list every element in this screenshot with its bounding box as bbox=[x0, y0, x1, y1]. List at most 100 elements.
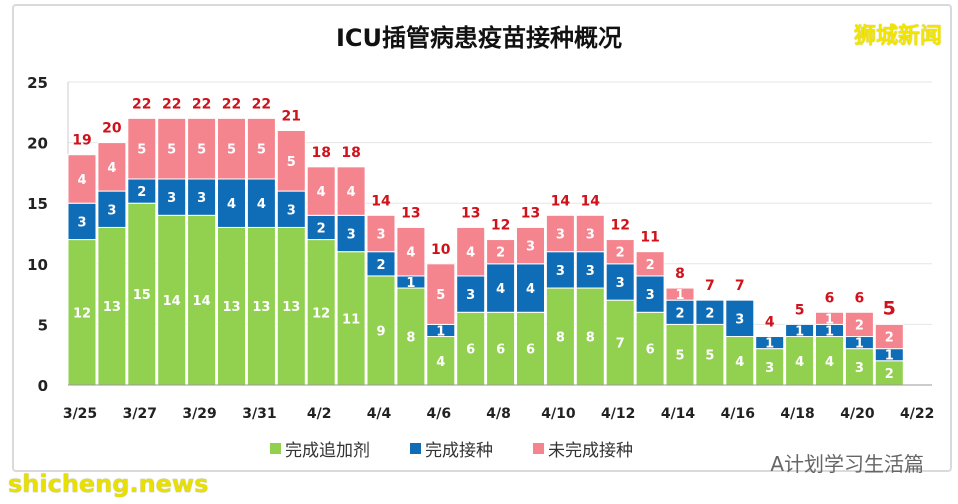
bar-segment bbox=[426, 263, 456, 325]
bar-segment bbox=[815, 311, 844, 325]
bar-segment bbox=[575, 287, 605, 386]
bar-segment bbox=[187, 214, 217, 386]
total-label: 7 bbox=[705, 278, 715, 294]
total-label: 19 bbox=[72, 133, 91, 149]
total-label: 22 bbox=[192, 96, 211, 112]
bar-segment bbox=[157, 178, 187, 216]
bar-value-label: 3 bbox=[77, 215, 86, 230]
legend-item: 完成追加剂 bbox=[270, 436, 370, 461]
bar-value-label: 1 bbox=[855, 337, 864, 352]
x-tick-label: 4/4 bbox=[367, 406, 392, 422]
bar-segment bbox=[665, 299, 695, 325]
x-tick-label: 4/2 bbox=[307, 406, 332, 422]
bar-value-label: 4 bbox=[227, 197, 236, 212]
bar-value-label: 3 bbox=[526, 240, 535, 255]
total-label: 6 bbox=[825, 290, 835, 306]
bar-segment bbox=[97, 142, 127, 192]
bar-segment bbox=[217, 226, 246, 386]
bar-segment bbox=[874, 323, 904, 350]
bar-segment bbox=[545, 214, 575, 253]
bar-segment bbox=[366, 251, 396, 277]
total-label: 5 bbox=[883, 297, 896, 319]
bar-value-label: 5 bbox=[675, 349, 684, 364]
bar-value-label: 8 bbox=[556, 331, 565, 346]
bar-segment bbox=[605, 299, 635, 386]
bar-segment bbox=[127, 202, 157, 386]
bar-value-label: 5 bbox=[197, 143, 206, 158]
bar-value-label: 1 bbox=[765, 337, 774, 352]
bar-value-label: 13 bbox=[282, 300, 300, 315]
x-tick-label: 4/12 bbox=[601, 406, 635, 422]
legend-swatch bbox=[533, 443, 544, 454]
bar-segment bbox=[605, 263, 635, 301]
bar-segment bbox=[276, 226, 306, 386]
bar-value-label: 4 bbox=[107, 161, 116, 176]
bar-segment bbox=[545, 287, 575, 386]
total-label: 14 bbox=[551, 193, 571, 209]
bar-value-label: 1 bbox=[436, 324, 445, 339]
bar-value-label: 6 bbox=[526, 343, 535, 358]
total-label: 13 bbox=[521, 205, 540, 221]
x-tick-label: 4/6 bbox=[426, 406, 451, 422]
site-watermark: shicheng.news bbox=[8, 470, 209, 498]
bar-value-label: 13 bbox=[103, 300, 121, 315]
x-tick-label: 3/25 bbox=[63, 406, 97, 422]
bar-value-label: 14 bbox=[163, 294, 181, 309]
total-label: 11 bbox=[640, 230, 659, 246]
bar-value-label: 5 bbox=[436, 288, 445, 303]
bar-value-label: 1 bbox=[825, 324, 834, 339]
x-tick-label: 4/16 bbox=[721, 406, 755, 422]
bar-segment bbox=[635, 251, 665, 277]
bar-value-label: 14 bbox=[193, 294, 211, 309]
bar-value-label: 4 bbox=[526, 282, 535, 297]
bar-value-label: 3 bbox=[855, 361, 864, 376]
logo-watermark: 狮城新闻 bbox=[853, 24, 942, 49]
legend-item: 未完成接种 bbox=[533, 436, 633, 461]
bar-segment bbox=[755, 336, 785, 350]
bar-value-label: 4 bbox=[795, 355, 804, 370]
bar-value-label: 3 bbox=[167, 191, 176, 206]
bar-value-label: 4 bbox=[406, 246, 415, 261]
bar-segment bbox=[575, 214, 605, 253]
legend-swatch bbox=[270, 443, 281, 454]
bar-value-label: 3 bbox=[586, 228, 595, 243]
bar-segment bbox=[127, 178, 157, 204]
bar-value-label: 1 bbox=[675, 288, 684, 303]
bar-value-label: 5 bbox=[705, 349, 714, 364]
bar-value-label: 2 bbox=[885, 367, 894, 382]
bar-segment bbox=[336, 166, 366, 216]
bar-value-label: 4 bbox=[317, 185, 326, 200]
bar-segment bbox=[97, 190, 127, 228]
bar-segment bbox=[306, 166, 336, 216]
bar-value-label: 2 bbox=[885, 331, 894, 346]
bar-value-label: 8 bbox=[406, 331, 415, 346]
bar-value-label: 13 bbox=[252, 300, 270, 315]
bar-segment bbox=[67, 154, 97, 204]
bar-segment bbox=[217, 117, 246, 180]
bar-value-label: 5 bbox=[227, 143, 236, 158]
x-tick-label: 3/31 bbox=[242, 406, 276, 422]
bar-value-label: 5 bbox=[287, 155, 296, 170]
bar-segment bbox=[725, 299, 755, 338]
bar-value-label: 13 bbox=[222, 300, 240, 315]
total-label: 22 bbox=[252, 96, 271, 112]
legend: 完成追加剂 完成接种 未完成接种 bbox=[270, 436, 633, 461]
bar-segment bbox=[157, 117, 187, 180]
bar-value-label: 2 bbox=[317, 221, 326, 236]
bar-value-label: 4 bbox=[825, 355, 834, 370]
bar-value-label: 7 bbox=[616, 337, 625, 352]
x-tick-label: 4/20 bbox=[840, 406, 875, 422]
bar-value-label: 1 bbox=[406, 276, 415, 291]
bar-value-label: 1 bbox=[885, 349, 894, 364]
bar-segment bbox=[306, 239, 336, 386]
chart-title: ICU插管病患疫苗接种概况 bbox=[335, 24, 623, 52]
bar-segment bbox=[725, 336, 755, 386]
bar-value-label: 4 bbox=[257, 197, 266, 212]
y-tick-label: 15 bbox=[27, 195, 48, 213]
bar-value-label: 1 bbox=[795, 324, 804, 339]
bar-segment bbox=[635, 311, 665, 386]
bar-segment bbox=[366, 214, 396, 253]
total-label: 14 bbox=[371, 193, 391, 209]
